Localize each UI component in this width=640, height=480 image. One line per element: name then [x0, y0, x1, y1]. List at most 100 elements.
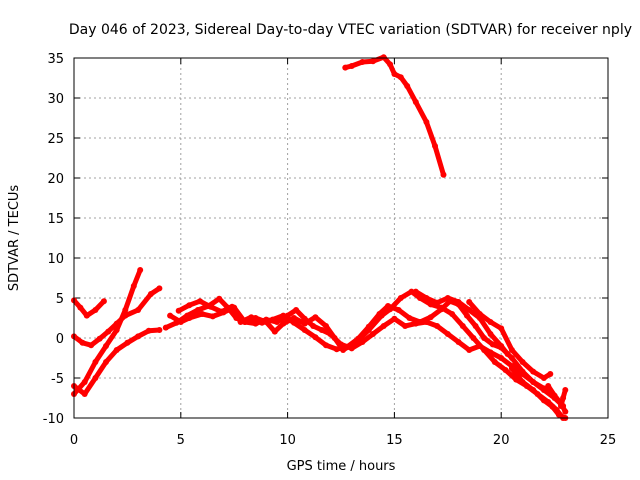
data-point — [83, 312, 90, 319]
data-point — [423, 295, 430, 301]
data-point — [218, 308, 225, 315]
data-point — [92, 359, 99, 365]
series-line — [71, 327, 162, 397]
data-point — [406, 315, 413, 321]
data-point — [508, 365, 515, 372]
y-tick-label: -5 — [51, 372, 64, 387]
y-tick-label: 5 — [56, 292, 64, 307]
data-point — [186, 302, 193, 309]
data-point — [417, 319, 423, 325]
data-point — [156, 285, 163, 292]
series-arc-high — [342, 54, 447, 178]
series-line — [413, 289, 511, 357]
data-point — [560, 395, 567, 401]
data-point — [391, 71, 398, 77]
data-point — [540, 397, 547, 404]
data-point — [464, 312, 470, 319]
data-point — [562, 387, 569, 393]
chart-title: Day 046 of 2023, Sidereal Day-to-day VTE… — [69, 22, 632, 38]
data-point — [370, 58, 376, 65]
data-point — [207, 303, 214, 310]
data-point — [92, 375, 99, 381]
data-point — [156, 327, 163, 333]
data-point — [77, 304, 84, 311]
data-point — [81, 391, 88, 397]
data-point — [444, 331, 451, 337]
data-point — [113, 327, 120, 333]
data-point — [237, 319, 244, 325]
data-point — [395, 307, 402, 313]
data-point — [333, 346, 340, 353]
data-point — [291, 319, 297, 326]
data-point — [481, 335, 488, 341]
data-point — [489, 341, 496, 348]
data-point — [103, 343, 109, 349]
axis-ticks: 0 5 10 15 20 25 -10 -5 0 5 10 15 20 25 30 35 — [43, 52, 617, 448]
data-point — [449, 311, 456, 317]
data-point — [498, 325, 505, 332]
data-point — [365, 323, 372, 330]
data-point — [376, 311, 383, 317]
x-tick-label: 5 — [177, 433, 185, 448]
data-series — [71, 54, 569, 421]
x-tick-label: 20 — [493, 433, 510, 448]
data-point — [348, 63, 355, 69]
data-point — [271, 328, 278, 335]
data-point — [122, 307, 129, 313]
data-point — [547, 371, 554, 377]
data-point — [459, 323, 466, 329]
data-point — [434, 299, 441, 306]
data-point — [88, 342, 95, 349]
data-point — [167, 312, 174, 319]
series-arc-j — [508, 365, 569, 421]
y-tick-label: 20 — [47, 172, 64, 187]
data-point — [455, 339, 462, 345]
data-point — [197, 298, 203, 305]
data-point — [105, 328, 112, 335]
data-point — [359, 59, 366, 65]
data-point — [402, 323, 409, 329]
data-point — [301, 320, 308, 327]
series-line — [163, 296, 566, 409]
x-tick-label: 15 — [386, 433, 403, 448]
data-point — [387, 61, 394, 68]
data-point — [397, 295, 404, 301]
series-arc-d — [71, 327, 163, 397]
y-tick-label: 25 — [47, 132, 64, 147]
data-point — [280, 320, 287, 327]
y-tick-label: -10 — [43, 412, 64, 427]
series-line — [71, 267, 143, 397]
data-point — [502, 367, 509, 373]
y-axis-label: SDTVAR / TECUs — [7, 185, 22, 292]
data-point — [103, 359, 109, 365]
data-point — [96, 335, 103, 342]
data-point — [177, 319, 184, 325]
data-point — [355, 335, 362, 342]
data-point — [312, 334, 319, 341]
data-point — [476, 311, 483, 317]
data-point — [558, 403, 564, 409]
x-tick-label: 25 — [600, 433, 617, 448]
data-point — [472, 323, 479, 329]
data-point — [530, 387, 537, 393]
data-point — [412, 99, 419, 105]
data-point — [248, 314, 255, 321]
data-point — [323, 323, 329, 329]
data-point — [470, 335, 477, 341]
data-point — [423, 119, 430, 125]
data-point — [545, 383, 552, 389]
data-point — [310, 323, 317, 329]
data-point — [385, 303, 391, 309]
data-point — [487, 331, 494, 337]
data-point — [162, 324, 169, 331]
y-tick-label: 15 — [47, 212, 64, 227]
series-arc-a — [71, 297, 107, 319]
data-point — [145, 327, 152, 334]
data-point — [269, 316, 276, 323]
data-point — [519, 359, 526, 365]
data-point — [466, 307, 473, 313]
data-point — [391, 315, 398, 322]
data-point — [79, 339, 86, 346]
data-point — [530, 368, 537, 375]
data-point — [342, 64, 349, 71]
